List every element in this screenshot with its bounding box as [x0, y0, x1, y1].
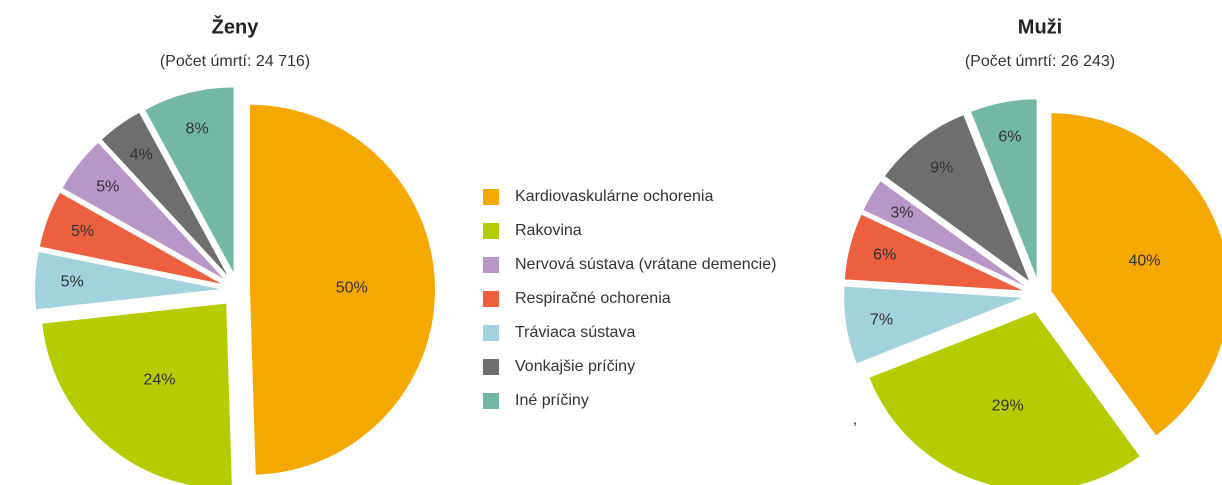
legend-label: Respiračné ochorenia: [515, 290, 671, 307]
pie-slice: [101, 112, 228, 276]
data-label: 8%: [186, 120, 209, 137]
pie-slice: [863, 181, 1025, 286]
pie-slice: [844, 286, 1023, 364]
pie-slice: [884, 115, 1029, 281]
pie-slice: [971, 99, 1037, 278]
pie-slice: [39, 192, 222, 284]
data-label: 50%: [336, 279, 368, 296]
data-label: 3%: [890, 205, 913, 222]
pie-slice: [35, 252, 221, 310]
chart-title: Ženy: [212, 14, 260, 38]
legend-label: Tráviaca sústava: [515, 324, 635, 341]
data-label: 5%: [96, 178, 119, 195]
data-label: 40%: [1129, 252, 1161, 269]
pie-slice: [1051, 113, 1222, 436]
data-label: 29%: [992, 398, 1024, 415]
pie-slice: [42, 303, 232, 485]
data-label: 9%: [930, 159, 953, 176]
legend-label: Kardiovaskulárne ochorenia: [515, 188, 713, 205]
data-label: 6%: [998, 129, 1021, 146]
data-label: 4%: [130, 146, 153, 163]
chart-subtitle: (Počet úmrtí: 24 716): [160, 53, 310, 70]
legend-swatch: [483, 257, 499, 273]
data-label: 24%: [143, 372, 175, 389]
legend-swatch: [483, 291, 499, 307]
legend-label: Iné príčiny: [515, 392, 589, 409]
legend-swatch: [483, 393, 499, 409]
legend-swatch: [483, 189, 499, 205]
chart-title: Muži: [1018, 16, 1062, 38]
legend-label: Rakovina: [515, 222, 582, 239]
data-label: 7%: [870, 311, 893, 328]
pie-slice: [62, 143, 224, 279]
pie-slice: [145, 87, 234, 273]
legend-swatch: [483, 359, 499, 375]
legend-label: Vonkajšie príčiny: [515, 358, 635, 375]
data-label: 5%: [61, 273, 84, 290]
pie-slice: [869, 312, 1140, 485]
pie-slice: [249, 104, 435, 475]
data-label: 5%: [71, 223, 94, 240]
legend-swatch: [483, 223, 499, 239]
legend-label: Nervová sústava (vrátane demencie): [515, 256, 776, 273]
data-label: 6%: [873, 246, 896, 263]
chart-subtitle: (Počet úmrtí: 26 243): [965, 53, 1115, 70]
pie-slice: [844, 214, 1023, 291]
note: ,: [853, 411, 857, 428]
legend-swatch: [483, 325, 499, 341]
